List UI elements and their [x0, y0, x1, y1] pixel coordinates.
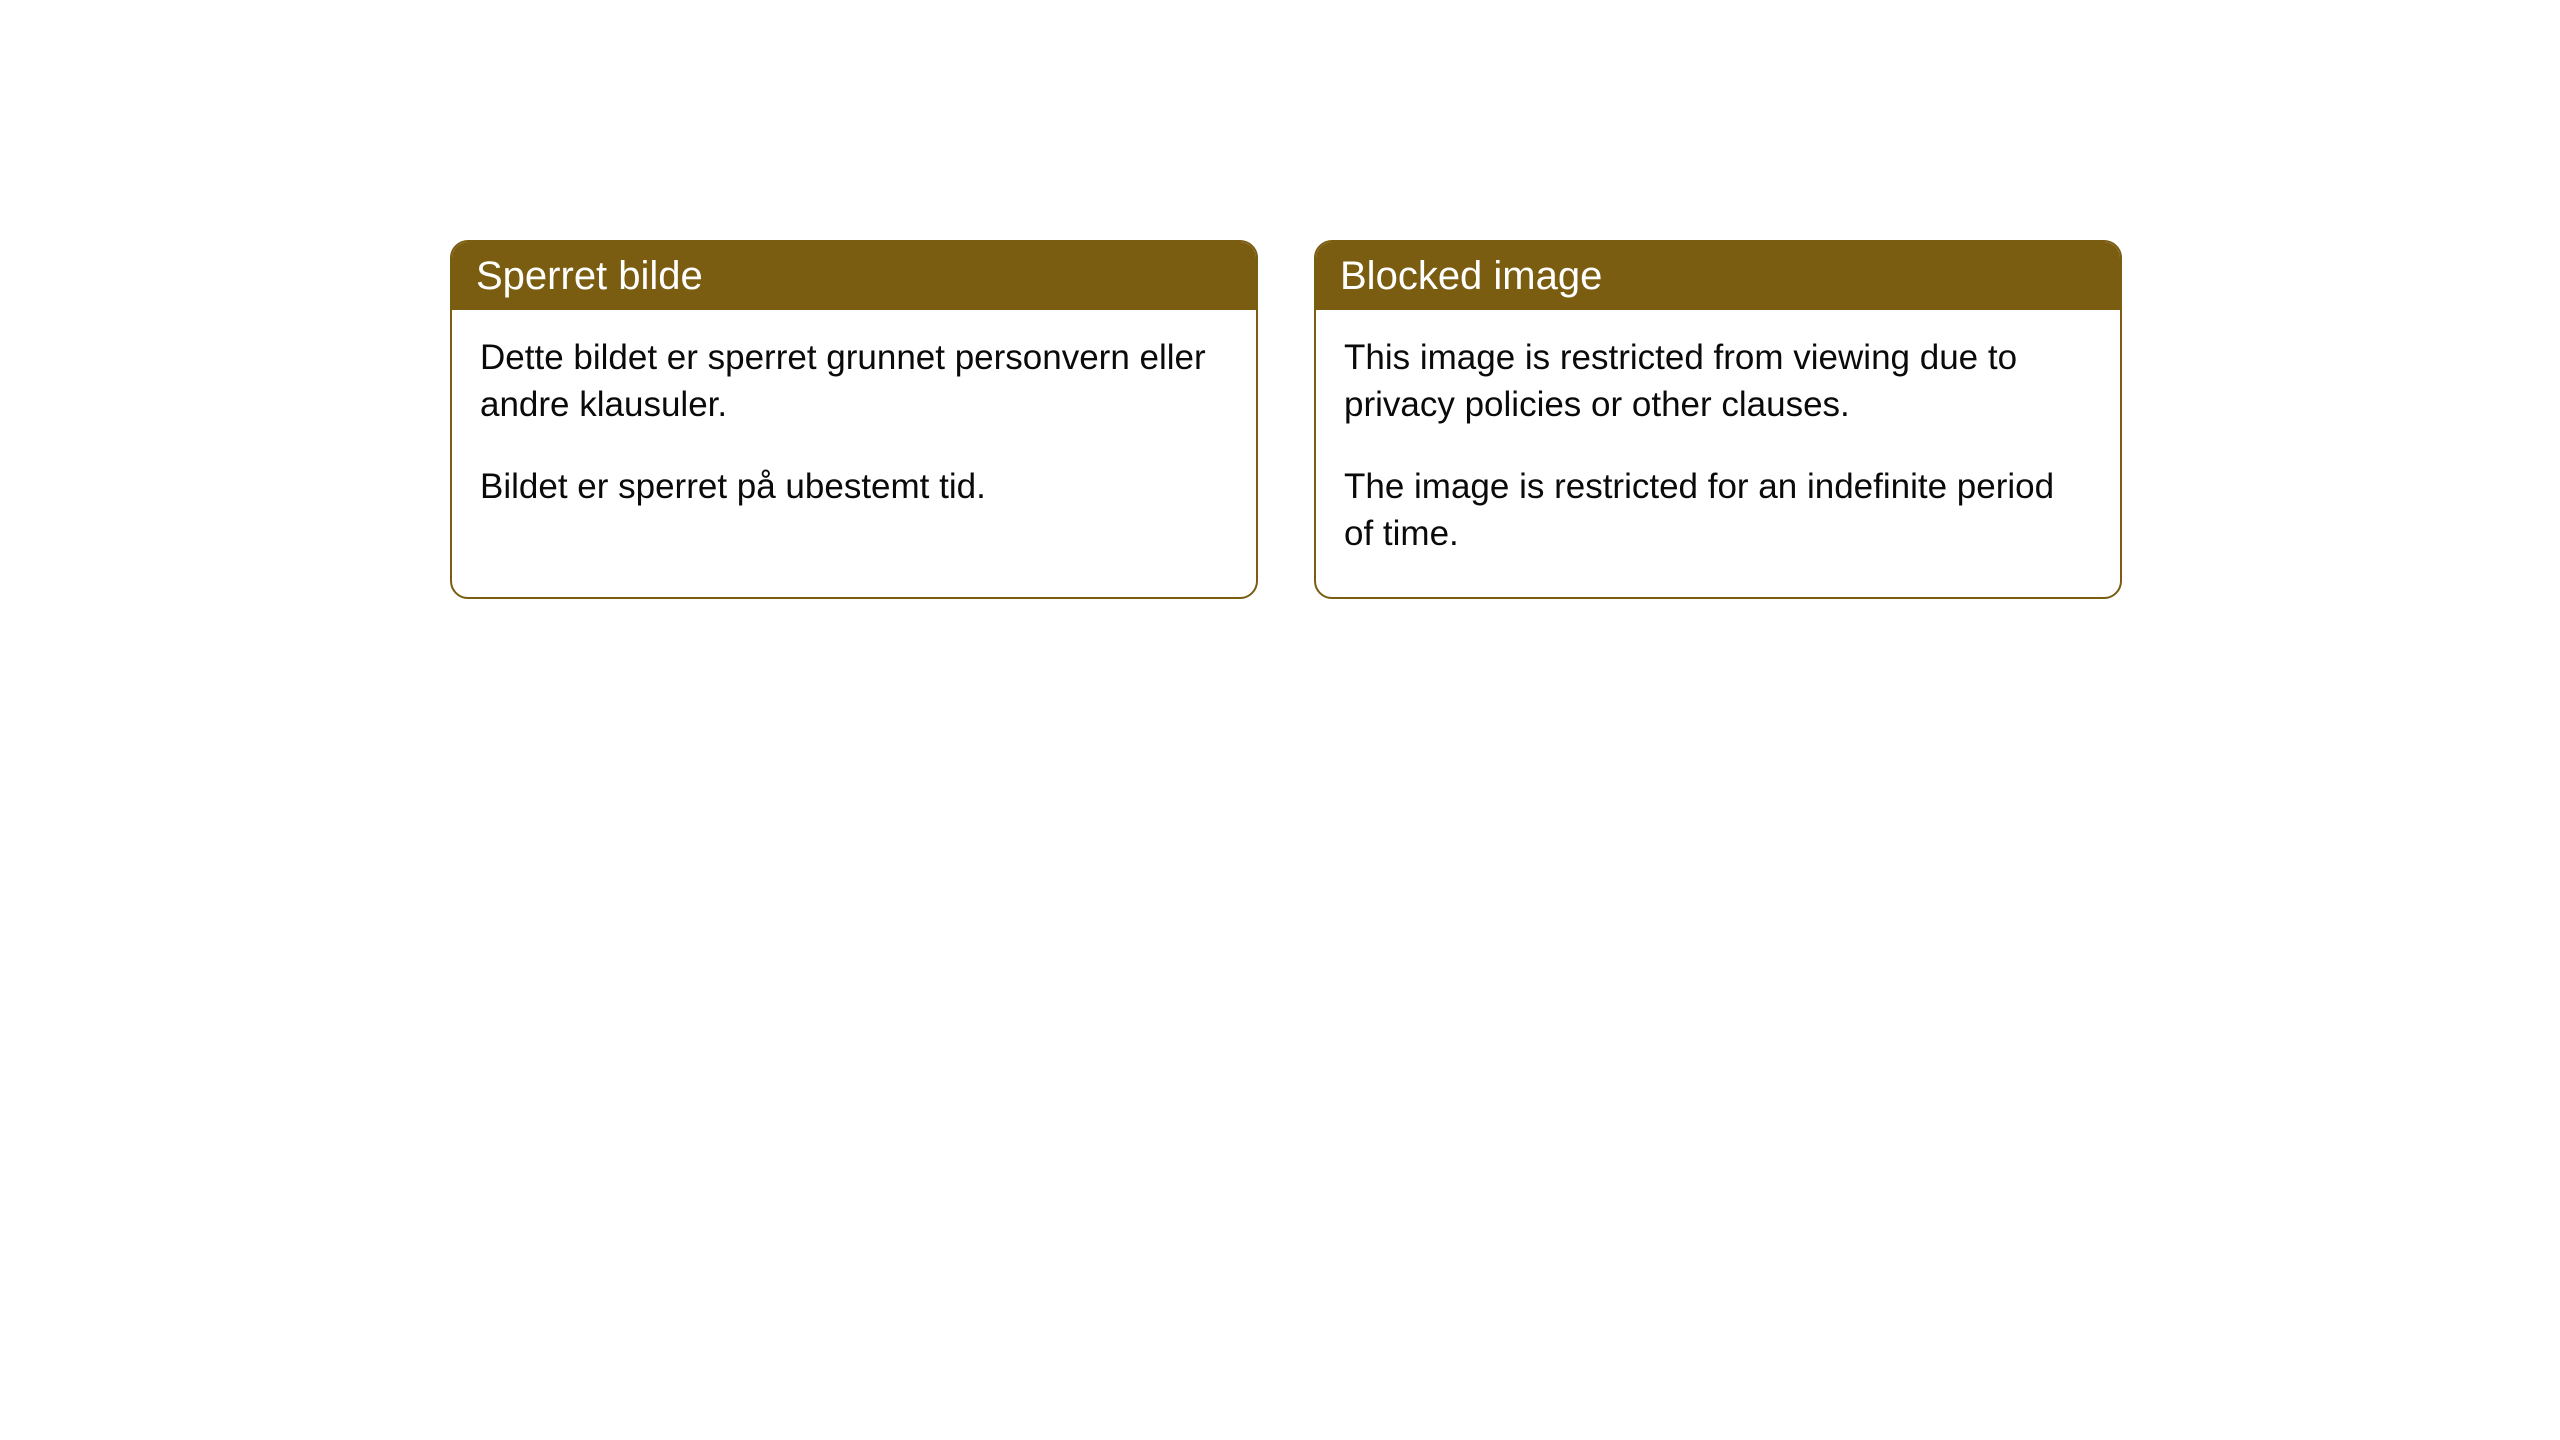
card-paragraph: Bildet er sperret på ubestemt tid.	[480, 463, 1228, 510]
card-header: Sperret bilde	[452, 242, 1256, 310]
cards-container: Sperret bilde Dette bildet er sperret gr…	[450, 240, 2560, 599]
card-body: This image is restricted from viewing du…	[1316, 310, 2120, 597]
blocked-image-card-en: Blocked image This image is restricted f…	[1314, 240, 2122, 599]
card-paragraph: This image is restricted from viewing du…	[1344, 334, 2092, 429]
blocked-image-card-no: Sperret bilde Dette bildet er sperret gr…	[450, 240, 1258, 599]
card-header: Blocked image	[1316, 242, 2120, 310]
card-body: Dette bildet er sperret grunnet personve…	[452, 310, 1256, 550]
card-title: Sperret bilde	[476, 254, 703, 298]
card-paragraph: The image is restricted for an indefinit…	[1344, 463, 2092, 558]
card-title: Blocked image	[1340, 254, 1602, 298]
card-paragraph: Dette bildet er sperret grunnet personve…	[480, 334, 1228, 429]
